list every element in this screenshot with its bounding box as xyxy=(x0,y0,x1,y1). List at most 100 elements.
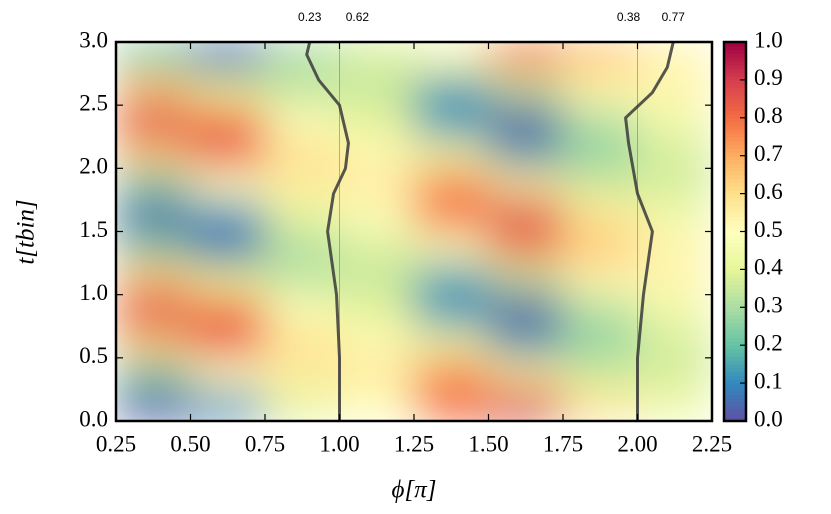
heat-cell xyxy=(488,294,564,327)
colorbar-swatch xyxy=(724,326,746,331)
colorbar-swatch xyxy=(724,394,746,399)
colorbar-swatch xyxy=(724,68,746,73)
colorbar-swatch xyxy=(724,299,746,305)
heat-cell xyxy=(563,294,638,327)
heat-cell xyxy=(339,199,415,232)
heat-cell xyxy=(116,168,191,201)
colorbar-tick-label: 0.3 xyxy=(754,293,783,318)
heat-cell xyxy=(637,294,712,327)
heat-cell xyxy=(488,73,564,106)
colorbar-swatch xyxy=(724,136,746,142)
colorbar-tick-label: 1.0 xyxy=(754,27,783,52)
colorbar-swatch xyxy=(724,261,746,267)
colorbar-tick-label: 0.4 xyxy=(754,255,783,280)
colorbar-tick-label: 0.6 xyxy=(754,179,783,204)
heat-cell xyxy=(116,105,191,138)
annotation: 0.62 xyxy=(346,10,370,24)
heat-cell xyxy=(563,263,638,296)
colorbar-tick-label: 0.5 xyxy=(754,217,783,242)
heat-cell xyxy=(339,231,415,264)
colorbar-swatch xyxy=(724,182,746,187)
y-tick-label: 1.0 xyxy=(79,280,108,305)
colorbar-swatch xyxy=(724,220,746,225)
heat-cell xyxy=(637,199,712,232)
heat-cell xyxy=(339,136,415,169)
heat-cell xyxy=(414,199,489,232)
heat-cell xyxy=(563,326,638,359)
heat-cell xyxy=(265,357,340,390)
colorbar-swatch xyxy=(724,307,746,312)
colorbar-swatch xyxy=(724,159,746,164)
heat-cell xyxy=(563,42,638,75)
heat-cell xyxy=(116,199,191,232)
heat-cell xyxy=(488,168,564,201)
colorbar-swatch xyxy=(724,91,746,96)
colorbar-swatch xyxy=(724,239,746,244)
colorbar-swatch xyxy=(724,193,746,198)
heat-cell xyxy=(637,105,712,138)
x-tick-label: 1.75 xyxy=(543,431,583,456)
x-tick-label: 2.25 xyxy=(692,431,732,456)
colorbar-swatch xyxy=(724,53,746,58)
colorbar-swatch xyxy=(724,178,746,183)
heat-cell xyxy=(190,263,266,296)
colorbar-swatch xyxy=(724,223,746,229)
heat-cell xyxy=(488,326,564,359)
heat-cell xyxy=(339,168,415,201)
heat-cell xyxy=(563,357,638,390)
colorbar-swatch xyxy=(724,303,746,308)
y-tick-label: 2.5 xyxy=(79,90,108,115)
colorbar-swatch xyxy=(724,333,746,339)
heat-cell xyxy=(414,42,489,75)
colorbar-swatch xyxy=(724,140,746,145)
colorbar-tick-label: 0.2 xyxy=(754,330,783,355)
colorbar-swatch xyxy=(724,64,746,70)
colorbar-swatch xyxy=(724,242,746,248)
heat-cell xyxy=(488,263,564,296)
colorbar-swatch xyxy=(724,117,746,123)
colorbar-swatch xyxy=(724,250,746,255)
heat-cell xyxy=(116,357,191,390)
profile-line xyxy=(624,42,675,421)
colorbar-swatch xyxy=(724,360,746,365)
heat-cell xyxy=(265,168,340,201)
colorbar-swatch xyxy=(724,186,746,191)
colorbar-tick-label: 0.8 xyxy=(754,103,783,128)
heat-cell xyxy=(637,42,712,75)
colorbar-swatch xyxy=(724,95,746,100)
heat-cell xyxy=(339,73,415,106)
colorbar-swatch xyxy=(724,204,746,210)
colorbar-swatch xyxy=(724,167,746,172)
heat-cell xyxy=(563,231,638,264)
x-tick-label: 1.50 xyxy=(468,431,508,456)
heat-cell xyxy=(637,136,712,169)
colorbar-swatch xyxy=(724,318,746,324)
colorbar-swatch xyxy=(724,132,746,138)
colorbar-swatch xyxy=(724,292,746,297)
heat-cell xyxy=(414,168,489,201)
heat-cell xyxy=(116,263,191,296)
y-tick-label: 2.0 xyxy=(79,154,108,179)
heat-cell xyxy=(190,168,266,201)
colorbar-swatch xyxy=(724,76,746,81)
heat-cell xyxy=(488,42,564,75)
colorbar-swatch xyxy=(724,280,746,286)
colorbar-swatch xyxy=(724,174,746,180)
heat-cell xyxy=(265,263,340,296)
colorbar-swatch xyxy=(724,273,746,278)
heat-cell xyxy=(265,326,340,359)
heat-cell xyxy=(563,168,638,201)
heat-cell xyxy=(488,357,564,390)
colorbar-swatch xyxy=(724,276,746,282)
colorbar-swatch xyxy=(724,110,746,115)
colorbar-swatch xyxy=(724,409,746,415)
heat-cell xyxy=(563,136,638,169)
colorbar-swatch xyxy=(724,155,746,161)
colorbar-swatch xyxy=(724,265,746,270)
heat-cell xyxy=(116,42,191,75)
colorbar-swatch xyxy=(724,72,746,77)
colorbar-swatch xyxy=(724,148,746,153)
heat-cell xyxy=(488,105,564,138)
colorbar-swatch xyxy=(724,386,746,392)
heat-cell xyxy=(488,389,564,421)
